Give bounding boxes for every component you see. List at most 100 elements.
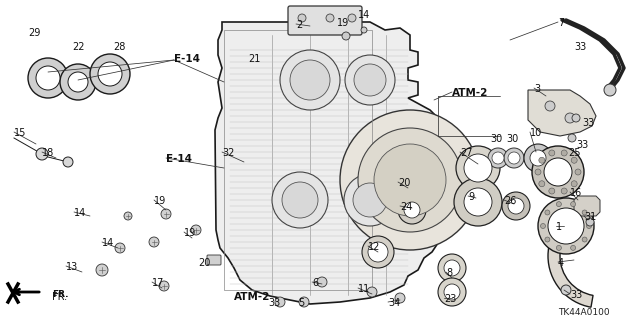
Circle shape	[358, 128, 462, 232]
Circle shape	[530, 150, 546, 166]
Circle shape	[549, 188, 555, 194]
Text: 14: 14	[102, 238, 115, 248]
Circle shape	[502, 192, 530, 220]
Circle shape	[282, 182, 318, 218]
Circle shape	[556, 202, 561, 207]
Text: 27: 27	[460, 148, 472, 158]
Text: 1: 1	[556, 222, 562, 232]
Circle shape	[541, 224, 545, 228]
Text: 29: 29	[28, 28, 40, 38]
Circle shape	[361, 27, 367, 33]
Text: ATM-2: ATM-2	[234, 292, 270, 302]
Text: 3: 3	[534, 84, 540, 94]
Circle shape	[456, 146, 500, 190]
Text: 25: 25	[568, 148, 580, 158]
Circle shape	[561, 150, 567, 156]
Circle shape	[272, 172, 328, 228]
Circle shape	[290, 60, 330, 100]
Circle shape	[508, 152, 520, 164]
Circle shape	[63, 157, 73, 167]
Circle shape	[398, 196, 426, 224]
Circle shape	[159, 281, 169, 291]
Text: 18: 18	[42, 148, 54, 158]
Circle shape	[582, 237, 587, 242]
Text: 17: 17	[152, 278, 164, 288]
Circle shape	[545, 210, 550, 215]
Circle shape	[368, 242, 388, 262]
Text: 33: 33	[582, 118, 595, 128]
Text: 14: 14	[74, 208, 86, 218]
Circle shape	[539, 157, 545, 163]
Circle shape	[36, 66, 60, 90]
Circle shape	[161, 209, 171, 219]
Text: 28: 28	[113, 42, 125, 52]
Circle shape	[149, 237, 159, 247]
Circle shape	[508, 198, 524, 214]
Text: 20: 20	[198, 258, 211, 268]
Text: 34: 34	[388, 298, 400, 308]
Circle shape	[492, 152, 504, 164]
Circle shape	[280, 50, 340, 110]
Text: 33: 33	[570, 290, 582, 300]
Text: 24: 24	[400, 202, 412, 212]
Text: 16: 16	[570, 188, 582, 198]
Circle shape	[444, 260, 460, 276]
Circle shape	[548, 208, 584, 244]
Circle shape	[353, 183, 387, 217]
Circle shape	[96, 264, 108, 276]
Circle shape	[556, 245, 561, 250]
Circle shape	[345, 55, 395, 105]
Circle shape	[464, 154, 492, 182]
Circle shape	[326, 14, 334, 22]
Circle shape	[571, 157, 577, 163]
Circle shape	[571, 202, 575, 207]
Circle shape	[404, 202, 420, 218]
Circle shape	[299, 297, 309, 307]
Circle shape	[317, 277, 327, 287]
Circle shape	[60, 64, 96, 100]
Circle shape	[354, 64, 386, 96]
Circle shape	[438, 278, 466, 306]
Circle shape	[488, 148, 508, 168]
Circle shape	[571, 245, 575, 250]
Text: 8: 8	[446, 268, 452, 278]
Circle shape	[298, 14, 306, 22]
Text: E-14: E-14	[166, 154, 192, 164]
Circle shape	[374, 144, 446, 216]
Text: 33: 33	[268, 298, 280, 308]
Circle shape	[362, 236, 394, 268]
Circle shape	[565, 113, 575, 123]
Circle shape	[367, 287, 377, 297]
Text: 19: 19	[337, 18, 349, 28]
Circle shape	[454, 178, 502, 226]
Text: E-14: E-14	[174, 54, 200, 64]
Polygon shape	[528, 90, 596, 136]
Circle shape	[438, 254, 466, 282]
Circle shape	[344, 174, 396, 226]
Text: 19: 19	[154, 196, 166, 206]
Text: 26: 26	[504, 196, 516, 206]
Circle shape	[504, 148, 524, 168]
Circle shape	[544, 158, 572, 186]
Circle shape	[90, 54, 130, 94]
Circle shape	[28, 58, 68, 98]
Circle shape	[568, 134, 576, 142]
Circle shape	[115, 243, 125, 253]
Circle shape	[571, 181, 577, 187]
Text: 19: 19	[184, 228, 196, 238]
Text: 6: 6	[312, 278, 318, 288]
Text: 9: 9	[468, 192, 474, 202]
Circle shape	[549, 150, 555, 156]
Text: 23: 23	[444, 294, 456, 304]
Circle shape	[464, 188, 492, 216]
Circle shape	[561, 188, 567, 194]
Text: 33: 33	[576, 140, 588, 150]
Circle shape	[586, 218, 594, 226]
Circle shape	[539, 181, 545, 187]
Circle shape	[586, 224, 591, 228]
Circle shape	[604, 84, 616, 96]
Circle shape	[124, 212, 132, 220]
FancyBboxPatch shape	[401, 183, 415, 193]
Circle shape	[538, 198, 594, 254]
Text: 2: 2	[296, 20, 302, 30]
